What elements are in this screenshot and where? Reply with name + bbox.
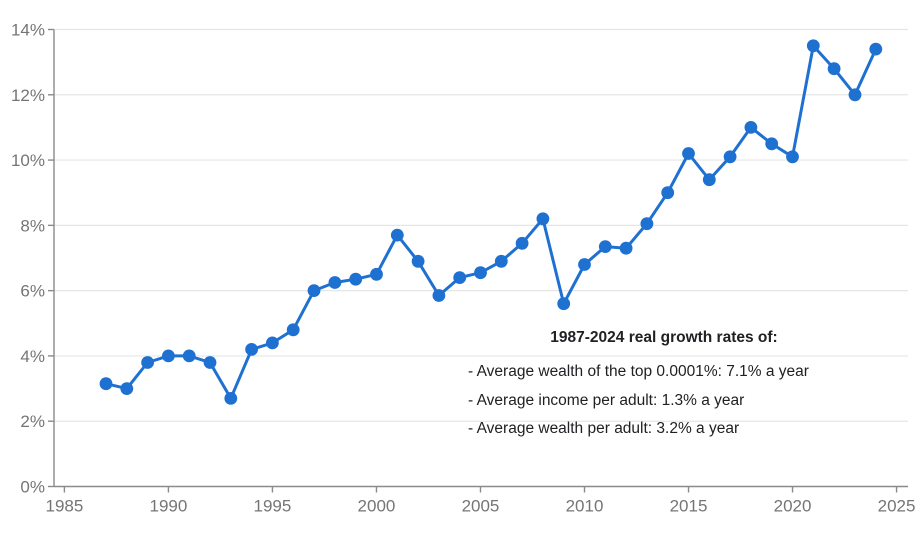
data-point	[682, 147, 695, 160]
data-point	[453, 271, 467, 284]
data-point	[702, 173, 716, 187]
annotation-title: 1987-2024 real growth rates of:	[550, 329, 778, 346]
x-tick-label: 2025	[878, 497, 916, 516]
data-point	[536, 212, 550, 226]
annotation-line-wealth-per-adult: - Average wealth per adult: 3.2% a year	[468, 420, 740, 438]
y-tick-label: 8%	[20, 216, 45, 235]
data-point	[494, 254, 508, 268]
data-point	[328, 276, 342, 289]
data-point	[786, 150, 799, 164]
data-point	[349, 272, 363, 286]
y-tick-label: 4%	[20, 347, 45, 366]
y-tick-label: 6%	[20, 282, 45, 301]
x-tick-label: 1985	[45, 497, 83, 516]
data-point	[661, 186, 675, 200]
data-point	[141, 356, 155, 369]
x-tick-label: 2020	[774, 497, 812, 516]
data-point	[598, 240, 612, 254]
x-tick-label: 2000	[358, 497, 396, 516]
y-tick-label: 14%	[11, 21, 45, 40]
y-tick-label: 12%	[11, 86, 45, 105]
data-point	[99, 377, 113, 391]
data-point	[411, 254, 425, 268]
data-point	[203, 356, 217, 369]
data-point	[162, 349, 175, 363]
x-tick-label: 1995	[254, 497, 292, 516]
x-tick-label: 2010	[566, 497, 604, 516]
data-point	[827, 62, 841, 76]
data-point	[557, 297, 571, 311]
data-point	[515, 236, 529, 250]
data-point	[224, 392, 238, 405]
data-point	[390, 228, 404, 242]
data-point	[806, 39, 820, 53]
x-tick-label: 1990	[150, 497, 188, 516]
data-point	[307, 284, 321, 297]
data-point	[182, 349, 196, 363]
x-tick-label: 2015	[670, 497, 708, 516]
y-tick-label: 0%	[20, 478, 45, 497]
annotation-line-income-per-adult: - Average income per adult: 1.3% a year	[468, 391, 745, 409]
data-point	[432, 289, 446, 302]
data-point	[848, 88, 862, 102]
data-point	[245, 343, 258, 356]
data-point	[640, 217, 654, 231]
data-point	[723, 150, 737, 164]
data-point	[286, 323, 300, 337]
data-point	[370, 267, 383, 281]
data-point	[266, 336, 279, 350]
y-tick-label: 2%	[20, 412, 45, 431]
data-point	[619, 241, 633, 255]
data-point	[578, 258, 591, 271]
data-point	[474, 266, 487, 280]
data-point	[744, 121, 758, 134]
y-tick-label: 10%	[11, 151, 45, 170]
data-point	[765, 137, 779, 151]
annotation-box: 1987-2024 real growth rates of: - Averag…	[468, 329, 860, 444]
x-tick-label: 2005	[462, 497, 500, 516]
annotation-line-wealth-top: - Average wealth of the top 0.0001%: 7.1…	[468, 363, 809, 380]
data-point	[120, 382, 134, 395]
data-point	[869, 42, 883, 56]
